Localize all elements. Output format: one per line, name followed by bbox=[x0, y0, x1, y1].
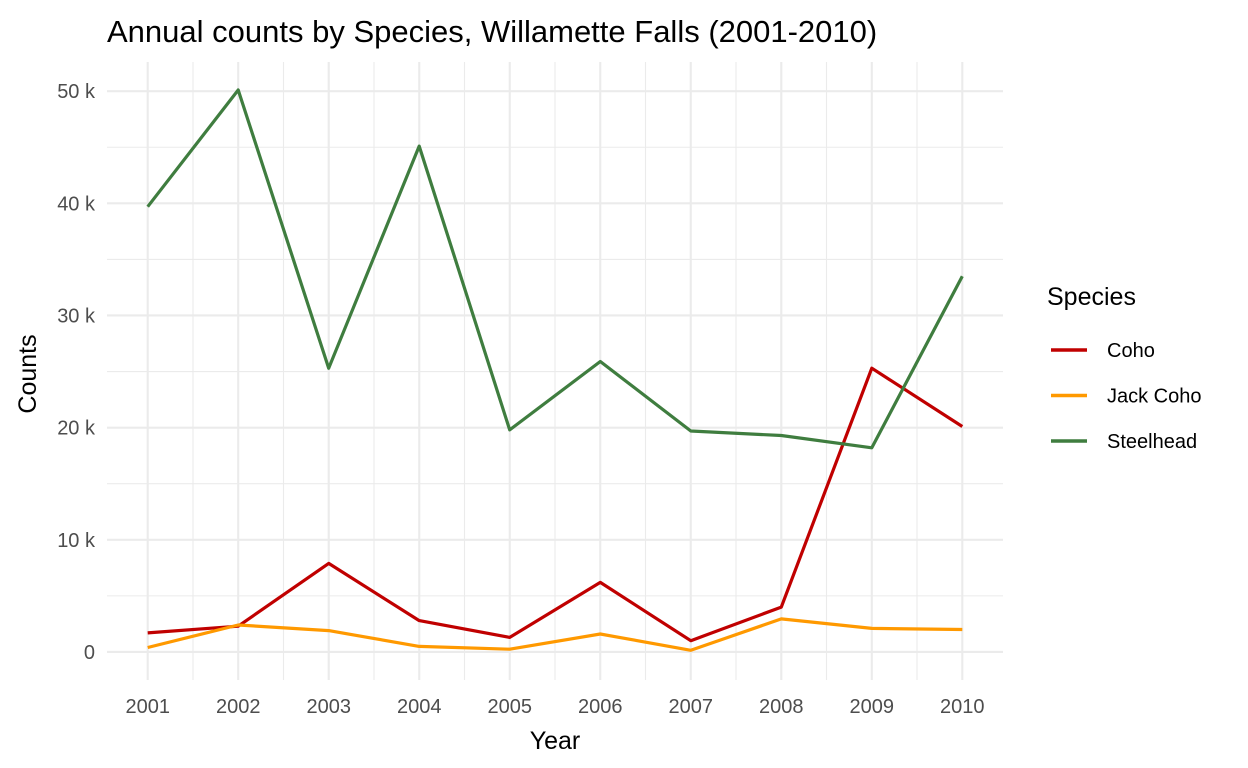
x-tick-label: 2002 bbox=[216, 696, 261, 718]
legend: Species Coho Jack Coho Steelhead bbox=[1047, 283, 1202, 453]
x-tick-label: 2005 bbox=[487, 696, 532, 718]
series-layer bbox=[146, 88, 964, 652]
x-tick-label: 2008 bbox=[759, 696, 804, 718]
x-tick-label: 2003 bbox=[306, 696, 351, 718]
legend-label-jack-coho: Jack Coho bbox=[1107, 386, 1202, 408]
legend-title: Species bbox=[1047, 283, 1136, 311]
x-axis-title: Year bbox=[530, 727, 581, 755]
y-tick-label: 10 k bbox=[57, 530, 96, 552]
y-axis-title: Counts bbox=[14, 334, 42, 413]
x-tick-label: 2007 bbox=[669, 696, 714, 718]
y-axis: 0 10 k 20 k 30 k 40 k 50 k bbox=[57, 81, 96, 664]
series-line-steelhead bbox=[146, 88, 964, 450]
y-tick-label: 0 bbox=[84, 642, 95, 664]
y-tick-label: 50 k bbox=[57, 81, 96, 103]
series-line-coho bbox=[147, 366, 964, 643]
y-tick-label: 20 k bbox=[57, 418, 96, 440]
x-axis: 2001 2002 2003 2004 2005 2006 2007 2008 2009 2010 bbox=[125, 696, 984, 718]
chart-title: Annual counts by Species, Willamette Fal… bbox=[107, 14, 877, 49]
x-tick-label: 2009 bbox=[850, 696, 895, 718]
plot-grid bbox=[107, 62, 1003, 680]
series-line-jack-coho bbox=[147, 617, 963, 652]
x-tick-label: 2010 bbox=[940, 696, 985, 718]
x-tick-label: 2006 bbox=[578, 696, 623, 718]
x-tick-label: 2004 bbox=[397, 696, 442, 718]
legend-label-steelhead: Steelhead bbox=[1107, 431, 1197, 453]
y-tick-label: 40 k bbox=[57, 193, 96, 215]
legend-label-coho: Coho bbox=[1107, 340, 1155, 362]
y-tick-label: 30 k bbox=[57, 305, 96, 327]
x-tick-label: 2001 bbox=[125, 696, 170, 718]
